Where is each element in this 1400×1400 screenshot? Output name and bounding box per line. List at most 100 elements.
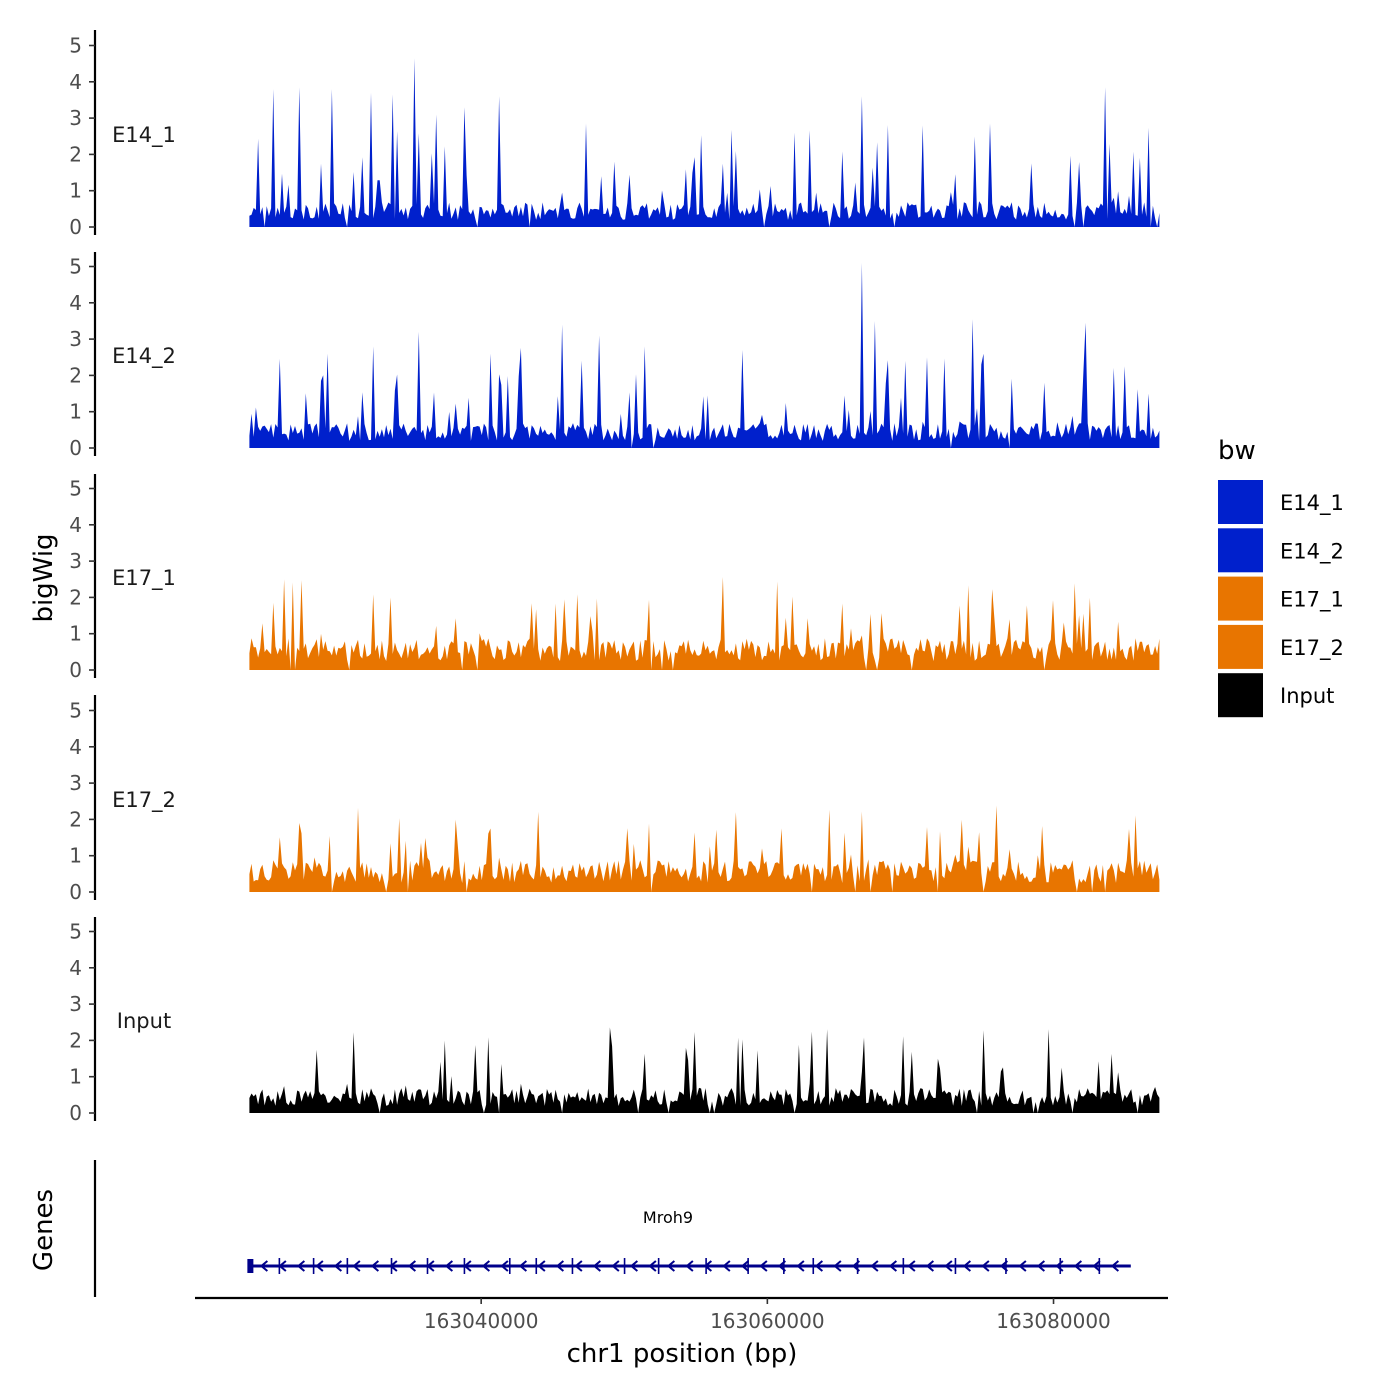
y-tick-label: 3 bbox=[69, 771, 82, 795]
legend-label: E17_1 bbox=[1280, 588, 1344, 613]
y-axis-title: bigWig bbox=[29, 533, 59, 622]
x-tick-label: 163080000 bbox=[996, 1309, 1111, 1333]
y-tick-label: 1 bbox=[69, 622, 82, 646]
genes-panel: Mroh9 bbox=[93, 1160, 1131, 1297]
y-tick-label: 5 bbox=[69, 477, 82, 501]
track-e14-1: 0 1 2 3 4 5 E14_1 bbox=[69, 30, 1160, 239]
legend: bw E14_1 E14_2 E17_1 E17_2 Input bbox=[1218, 436, 1344, 718]
strand-arrow bbox=[944, 1260, 953, 1272]
y-tick-label: 2 bbox=[69, 363, 82, 387]
x-axis-title: chr1 position (bp) bbox=[567, 1339, 798, 1369]
y-tick-label: 4 bbox=[69, 735, 82, 759]
strand-arrow bbox=[296, 1260, 306, 1272]
signal-area bbox=[249, 577, 1160, 670]
track-label: E17_2 bbox=[112, 788, 176, 813]
y-tick-label: 1 bbox=[69, 844, 82, 868]
strand-arrow bbox=[870, 1260, 879, 1272]
strand-arrow bbox=[500, 1260, 509, 1272]
x-tick-label: 163060000 bbox=[710, 1309, 825, 1333]
strand-arrow bbox=[611, 1260, 620, 1272]
legend-item: E14_2 bbox=[1218, 528, 1344, 573]
y-tick-label: 3 bbox=[69, 327, 82, 351]
y-tick-label: 2 bbox=[69, 142, 82, 166]
y-tick-label: 0 bbox=[69, 1101, 82, 1125]
strand-arrow bbox=[537, 1260, 546, 1272]
strand-arrow bbox=[1073, 1260, 1083, 1272]
strand-arrow bbox=[722, 1260, 731, 1272]
strand-arrow bbox=[1092, 1260, 1101, 1272]
strand-arrow bbox=[796, 1260, 805, 1272]
strand-arrow bbox=[481, 1260, 491, 1272]
y-tick-label: 1 bbox=[69, 179, 82, 203]
strand-arrow bbox=[814, 1260, 824, 1272]
y-tick-label: 0 bbox=[69, 215, 82, 239]
track-e17-2: 0 1 2 3 4 5 E17_2 bbox=[69, 695, 1160, 904]
legend-label: E14_2 bbox=[1280, 539, 1344, 564]
y-tick-label: 0 bbox=[69, 436, 82, 460]
strand-arrow bbox=[592, 1260, 602, 1272]
track-label: E14_2 bbox=[112, 344, 176, 369]
strand-arrow bbox=[574, 1260, 583, 1272]
legend-label: E17_2 bbox=[1280, 636, 1344, 661]
track-e14-2: 0 1 2 3 4 5 E14_2 bbox=[69, 252, 1160, 460]
signal-area bbox=[249, 58, 1160, 228]
legend-title: bw bbox=[1218, 436, 1256, 466]
track-input: 0 1 2 3 4 5 Input bbox=[69, 917, 1160, 1125]
y-tick-label: 2 bbox=[69, 807, 82, 831]
strand-arrow bbox=[907, 1260, 916, 1272]
legend-swatch bbox=[1218, 673, 1263, 718]
strand-arrow bbox=[888, 1260, 898, 1272]
track-label: E17_1 bbox=[112, 566, 176, 591]
legend-item: E17_2 bbox=[1218, 624, 1344, 669]
y-tick-label: 5 bbox=[69, 255, 82, 279]
strand-arrow bbox=[444, 1260, 454, 1272]
genes-axis-title: Genes bbox=[29, 1189, 59, 1271]
strand-arrow bbox=[629, 1260, 639, 1272]
strand-arrow bbox=[962, 1260, 972, 1272]
strand-arrow bbox=[740, 1260, 750, 1272]
legend-swatch bbox=[1218, 624, 1263, 669]
y-tick-label: 5 bbox=[69, 920, 82, 944]
legend-swatch bbox=[1218, 528, 1263, 573]
y-tick-label: 2 bbox=[69, 1028, 82, 1052]
gene-exon bbox=[247, 1259, 254, 1273]
legend-label: E14_1 bbox=[1280, 491, 1344, 516]
y-tick-label: 5 bbox=[69, 699, 82, 723]
y-tick-label: 0 bbox=[69, 658, 82, 682]
y-tick-label: 1 bbox=[69, 1065, 82, 1089]
signal-area bbox=[249, 262, 1160, 448]
strand-arrow bbox=[259, 1260, 269, 1272]
track-label: Input bbox=[117, 1009, 171, 1033]
legend-item: E17_1 bbox=[1218, 576, 1344, 621]
y-tick-label: 3 bbox=[69, 549, 82, 573]
strand-arrow bbox=[925, 1260, 935, 1272]
legend-item: E14_1 bbox=[1218, 480, 1344, 524]
strand-arrow bbox=[759, 1260, 768, 1272]
legend-label: Input bbox=[1280, 684, 1334, 708]
x-axis: 163040000 163060000 163080000 bbox=[195, 1296, 1168, 1333]
signal-area bbox=[249, 1027, 1160, 1113]
y-tick-label: 4 bbox=[69, 956, 82, 980]
strand-arrow bbox=[1018, 1260, 1027, 1272]
y-tick-label: 0 bbox=[69, 880, 82, 904]
strand-arrow bbox=[370, 1260, 380, 1272]
strand-arrow bbox=[1110, 1260, 1120, 1272]
legend-item: Input bbox=[1218, 673, 1334, 718]
y-tick-label: 5 bbox=[69, 34, 82, 58]
legend-swatch bbox=[1218, 576, 1263, 621]
strand-arrow bbox=[981, 1260, 990, 1272]
strand-arrow bbox=[352, 1260, 361, 1272]
legend-swatch bbox=[1218, 480, 1263, 524]
signal-tracks: 0 1 2 3 4 5 E14_1 0 1 2 3 4 5 E14_2 0 1 2 3 4 5 E17_1 0 1 2 3 4 5 E… bbox=[69, 30, 1160, 1125]
y-tick-label: 4 bbox=[69, 70, 82, 94]
y-tick-label: 3 bbox=[69, 106, 82, 130]
strand-arrow bbox=[518, 1260, 528, 1272]
strand-arrow bbox=[1036, 1260, 1046, 1272]
strand-arrow bbox=[685, 1260, 694, 1272]
strand-arrow bbox=[666, 1260, 676, 1272]
y-tick-label: 2 bbox=[69, 585, 82, 609]
signal-area bbox=[249, 805, 1160, 892]
gene-name: Mroh9 bbox=[643, 1208, 693, 1227]
strand-arrow bbox=[315, 1260, 324, 1272]
y-tick-label: 4 bbox=[69, 513, 82, 537]
